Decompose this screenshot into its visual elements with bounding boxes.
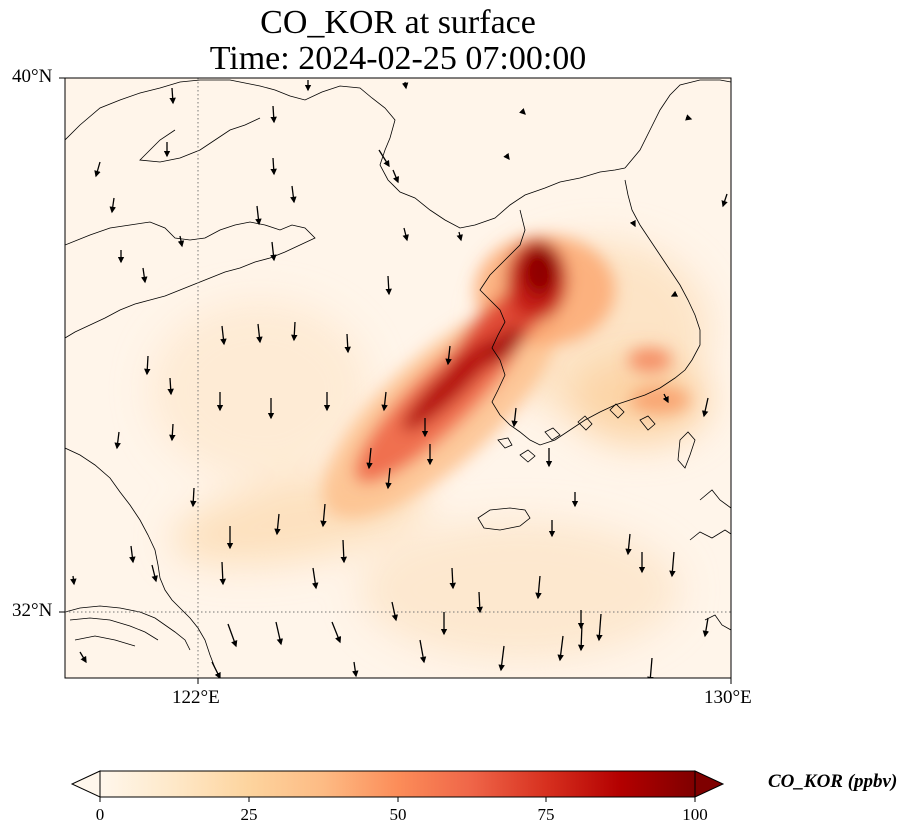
gridlines: [65, 78, 731, 678]
wind-arrow: [167, 377, 174, 396]
wind-arrow: [391, 601, 399, 622]
wind-arrow: [291, 321, 298, 342]
colorbar-extend-min: [70, 770, 101, 798]
wind-arrow: [312, 567, 319, 590]
wind-arrow: [340, 539, 348, 564]
wind-vectors: [70, 80, 728, 678]
wind-arrow: [445, 345, 452, 366]
wind-arrow: [151, 564, 158, 583]
wind-arrow: [344, 333, 351, 354]
wind-arrow: [385, 275, 392, 296]
wind-arrow: [662, 393, 669, 404]
wind-arrow: [596, 613, 603, 642]
wind-arrow: [476, 591, 483, 614]
colorbar-tick-75: 75: [537, 805, 555, 824]
colorbar-tick-50: 50: [389, 805, 407, 824]
wind-arrow: [256, 323, 263, 344]
wind-arrow: [511, 407, 518, 428]
wind-arrow: [401, 81, 409, 90]
wind-arrow: [270, 105, 277, 124]
wind-arrow: [109, 197, 116, 214]
wind-arrow: [557, 635, 564, 662]
wind-arrow: [275, 621, 284, 646]
wind-arrow: [385, 467, 392, 490]
wind-arrow: [274, 513, 281, 536]
wind-arrow: [535, 575, 542, 600]
wind-arrow: [94, 161, 101, 178]
wind-arrow: [701, 397, 709, 418]
colorbar-tick-25: 25: [240, 805, 258, 824]
lat-label-32n: 32°N: [12, 600, 53, 621]
axis-ticks: [59, 77, 732, 684]
map-title: CO_KOR at surface: [260, 4, 536, 41]
wind-arrow: [70, 575, 77, 586]
wind-arrow: [114, 431, 121, 450]
wind-arrow: [320, 503, 327, 528]
wind-arrow: [685, 114, 693, 121]
colorbar-label: CO_KOR (ppbv): [768, 771, 898, 792]
wind-arrow: [577, 623, 585, 652]
wind-arrow: [625, 533, 632, 556]
map-frame: [64, 77, 732, 679]
wind-arrow: [392, 169, 399, 184]
wind-arrow: [144, 355, 151, 376]
wind-arrow: [669, 551, 676, 578]
lon-label-122e: 122°E: [172, 687, 220, 708]
wind-arrow: [721, 193, 728, 208]
wind-arrow: [290, 185, 297, 204]
wind-arrow: [519, 108, 526, 115]
colorbar: [70, 770, 725, 802]
concentration-field: [65, 78, 731, 678]
wind-arrow: [331, 621, 342, 644]
wind-arrow: [177, 235, 185, 248]
wind-arrow: [402, 227, 409, 242]
coastlines: [65, 79, 731, 678]
wind-arrow: [456, 231, 463, 242]
wind-arrow: [169, 423, 176, 442]
wind-arrow: [381, 391, 388, 412]
wind-arrow: [129, 545, 136, 564]
wind-arrow: [498, 645, 505, 672]
wind-arrow: [647, 657, 654, 678]
wind-arrow: [270, 241, 277, 262]
wind-arrow: [219, 561, 227, 586]
wind-arrow: [378, 149, 390, 168]
wind-arrow: [449, 567, 456, 590]
wind-arrow: [352, 661, 359, 678]
wind-arrow: [629, 219, 636, 228]
map-subtitle-time: Time: 2024-02-25 07:00:00: [209, 40, 587, 77]
colorbar-tick-100: 100: [682, 805, 708, 824]
colorbar-tick-0: 0: [95, 805, 105, 824]
wind-arrow: [366, 447, 373, 470]
wind-arrow: [211, 661, 221, 678]
wind-arrow: [220, 325, 227, 346]
wind-arrow: [227, 623, 238, 648]
wind-arrow: [190, 487, 197, 508]
wind-arrow: [141, 267, 148, 284]
lat-label-40n: 40°N: [12, 66, 53, 87]
wind-arrow: [255, 205, 262, 226]
wind-arrow: [169, 87, 176, 105]
colorbar-gradient: [100, 771, 695, 797]
wind-arrow: [503, 152, 510, 161]
colorbar-extend-max: [694, 770, 725, 798]
wind-arrow: [702, 617, 710, 638]
wind-arrow: [670, 290, 679, 297]
wind-arrow: [270, 157, 277, 176]
wind-arrow: [79, 651, 87, 664]
wind-arrow: [419, 639, 427, 664]
lon-label-130e: 130°E: [704, 687, 752, 708]
